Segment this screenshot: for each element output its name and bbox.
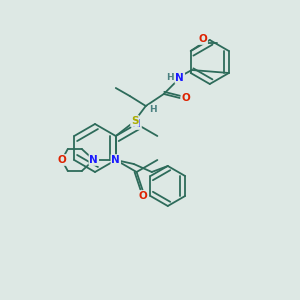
Text: O: O [138,191,147,201]
Text: N: N [176,73,184,83]
Text: O: O [182,93,190,103]
Text: O: O [57,155,66,165]
Text: N: N [111,155,120,165]
Text: S: S [131,116,139,126]
Text: N: N [132,119,141,129]
Text: H: H [149,106,157,115]
Text: N: N [89,155,98,165]
Text: H: H [166,73,174,82]
Text: O: O [198,34,207,44]
